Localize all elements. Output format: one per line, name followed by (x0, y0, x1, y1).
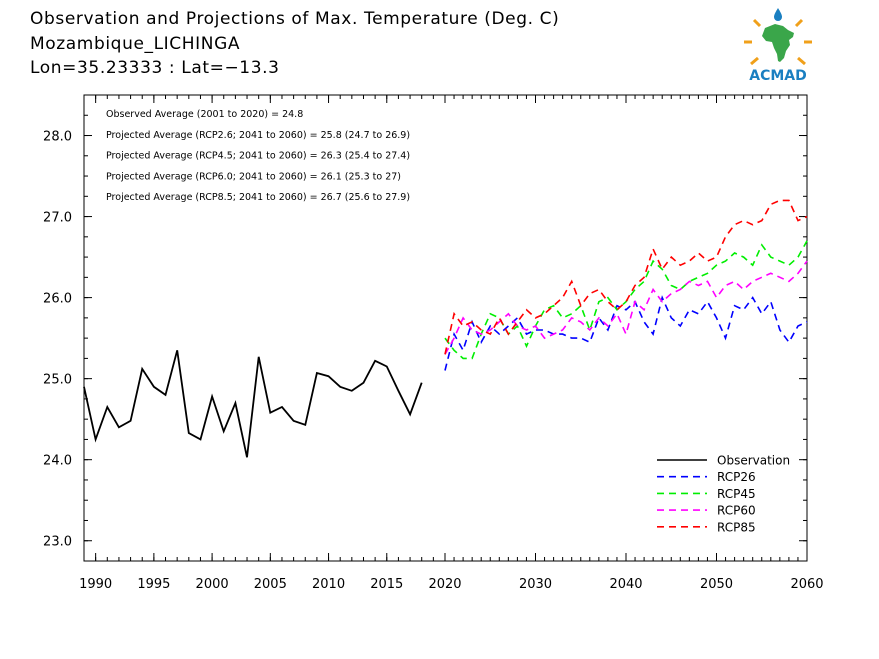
x-tick-label: 2040 (609, 577, 642, 592)
y-tick-label: 25.0 (43, 373, 72, 388)
y-tick-label: 26.0 (43, 292, 72, 307)
legend-label-rcp45: RCP45 (717, 487, 756, 501)
y-tick-label: 24.0 (43, 454, 72, 469)
y-tick-label: 23.0 (43, 535, 72, 550)
x-tick-label: 2000 (196, 577, 229, 592)
legend-label-observation: Observation (717, 454, 790, 468)
x-tick-label: 1990 (79, 577, 112, 592)
y-tick-label: 28.0 (43, 130, 72, 145)
chart-subtitle-coordinates: Lon=35.23333 : Lat=−13.3 (30, 58, 280, 78)
chart-title: Observation and Projections of Max. Temp… (30, 9, 560, 29)
legend-label-rcp26: RCP26 (717, 470, 756, 484)
annotation-line: Projected Average (RCP2.6; 2041 to 2060)… (106, 130, 410, 141)
plot-frame (83, 94, 808, 562)
axes: 23.0 24.0 25.0 26.0 27.0 28.0 1990 1995 2000 2005… (43, 95, 824, 592)
africa-map-icon (762, 24, 794, 62)
annotation-line: Projected Average (RCP4.5; 2041 to 2060)… (106, 151, 410, 162)
x-tick-label: 2030 (519, 577, 552, 592)
x-tick-label: 2020 (428, 577, 461, 592)
data-series (83, 199, 808, 458)
chart-subtitle-location: Mozambique_LICHINGA (30, 34, 241, 54)
series-line-rcp26 (444, 295, 808, 371)
x-tick-label: 2060 (790, 577, 823, 592)
annotation-line: Projected Average (RCP8.5; 2041 to 2060)… (106, 192, 410, 203)
series-line-observation (83, 350, 423, 458)
x-tick-label: 2050 (700, 577, 733, 592)
annotation-block: Observed Average (2001 to 2020) = 24.8 Pr… (106, 109, 410, 203)
series-line-rcp45 (444, 240, 808, 360)
acmad-logo: ACMAD (744, 8, 812, 84)
y-tick-label: 27.0 (43, 211, 72, 226)
x-tick-label: 2005 (254, 577, 287, 592)
legend-label-rcp60: RCP60 (717, 504, 756, 518)
series-line-rcp60 (444, 260, 808, 355)
annotation-line: Projected Average (RCP6.0; 2041 to 2060)… (106, 171, 401, 182)
x-tick-label: 2010 (312, 577, 345, 592)
x-tick-label: 1995 (137, 577, 170, 592)
annotation-line: Observed Average (2001 to 2020) = 24.8 (106, 109, 303, 120)
water-drop-icon (774, 8, 782, 21)
legend-label-rcp85: RCP85 (717, 520, 756, 534)
series-line-rcp85 (444, 199, 808, 355)
legend: Observation RCP26 RCP45 RCP60 RCP85 (657, 454, 790, 534)
x-tick-label: 2015 (370, 577, 403, 592)
logo-text: ACMAD (749, 68, 807, 84)
